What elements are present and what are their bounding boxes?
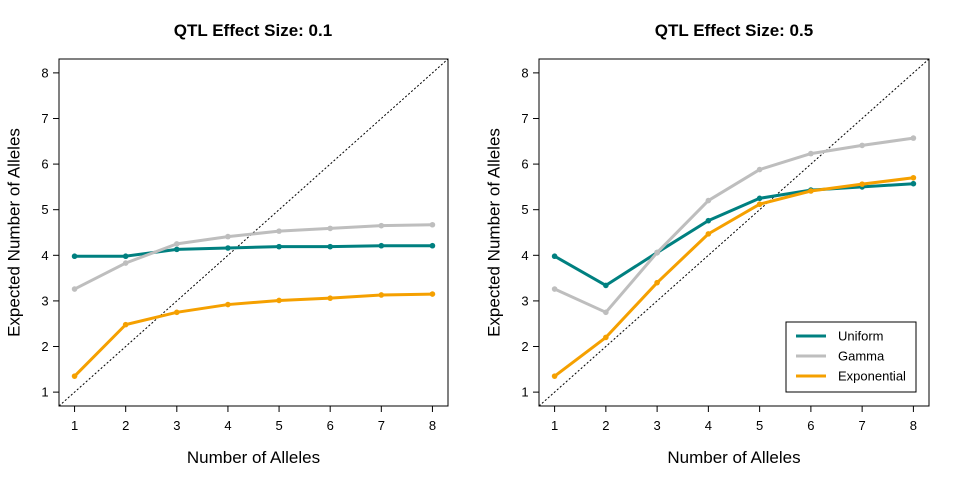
x-tick-label: 8 xyxy=(429,418,436,433)
data-point-uniform xyxy=(705,217,712,224)
x-axis-label: Number of Alleles xyxy=(667,448,800,467)
data-point-exponential xyxy=(654,279,660,286)
y-tick-label: 5 xyxy=(41,202,48,217)
x-tick-label: 2 xyxy=(602,418,609,433)
y-tick-label: 4 xyxy=(41,248,48,263)
y-tick-label: 6 xyxy=(521,157,528,172)
x-tick-label: 6 xyxy=(807,418,814,433)
data-point-uniform xyxy=(910,180,917,187)
data-point-uniform xyxy=(225,245,231,251)
series-line-gamma xyxy=(73,223,433,291)
y-tick-label: 7 xyxy=(521,111,528,126)
y-tick-label: 2 xyxy=(41,339,48,354)
x-axis-label: Number of Alleles xyxy=(187,448,320,467)
data-point-exponential xyxy=(71,373,78,379)
chart-title: QTL Effect Size: 0.1 xyxy=(174,21,332,40)
x-tick-label: 7 xyxy=(378,418,385,433)
y-tick-label: 6 xyxy=(41,157,48,172)
data-point-gamma xyxy=(122,260,129,266)
y-tick-label: 5 xyxy=(521,202,528,217)
x-tick-label: 6 xyxy=(327,418,334,433)
panel-1: QTL Effect Size: 0.1 1 2 3 4 5 6 7 8 1 2 3 4 5 6 7 8 Numb… xyxy=(5,21,449,467)
data-point-gamma xyxy=(225,233,231,240)
legend-label-exponential: Exponential xyxy=(838,369,906,384)
reference-line-y-equals-x xyxy=(539,59,929,406)
series-line-uniform xyxy=(74,244,433,258)
data-point-gamma xyxy=(705,197,712,204)
y-axis-label: Expected Number of Alleles xyxy=(5,128,24,337)
x-tick-label: 5 xyxy=(275,418,282,433)
data-point-exponential xyxy=(122,321,129,328)
y-tick-label: 3 xyxy=(41,293,48,308)
legend-label-gamma: Gamma xyxy=(838,349,885,364)
x-tick-label: 4 xyxy=(705,418,712,433)
y-tick-label: 1 xyxy=(521,385,528,400)
data-point-gamma xyxy=(327,225,333,232)
data-point-gamma xyxy=(910,135,917,141)
series-line-exponential xyxy=(73,292,433,378)
chart-title: QTL Effect Size: 0.5 xyxy=(655,21,813,40)
series-line-gamma xyxy=(553,136,914,314)
x-tick-label: 3 xyxy=(173,418,180,433)
data-point-uniform xyxy=(327,243,333,250)
x-tick-label: 8 xyxy=(910,418,917,433)
series-line-uniform xyxy=(553,182,914,287)
y-axis-label: Expected Number of Alleles xyxy=(485,128,504,337)
data-point-exponential xyxy=(429,291,436,297)
data-point-uniform xyxy=(174,246,180,253)
data-point-exponential xyxy=(756,201,763,208)
data-point-exponential xyxy=(859,181,865,187)
y-tick-label: 4 xyxy=(521,248,528,263)
data-point-uniform xyxy=(551,253,558,260)
series-line-exponential xyxy=(553,176,914,378)
data-point-gamma xyxy=(551,286,558,292)
data-point-gamma xyxy=(276,228,282,234)
data-point-uniform xyxy=(71,253,78,260)
data-point-exponential xyxy=(174,309,180,316)
y-tick-label: 8 xyxy=(521,65,528,80)
panel-2: QTL Effect Size: 0.5 1 2 3 4 5 6 7 8 1 2 3 4 5 6 7 8 Numb… xyxy=(485,21,930,467)
data-point-uniform xyxy=(122,253,129,260)
data-point-gamma xyxy=(429,221,436,228)
data-point-uniform xyxy=(276,243,282,250)
data-point-gamma xyxy=(756,166,763,173)
data-point-gamma xyxy=(378,222,385,229)
data-point-exponential xyxy=(551,373,558,379)
data-point-exponential xyxy=(327,295,333,301)
data-point-uniform xyxy=(756,195,763,202)
y-tick-label: 8 xyxy=(41,65,48,80)
data-point-uniform xyxy=(603,282,609,289)
data-point-gamma xyxy=(174,241,180,247)
y-tick-label: 3 xyxy=(521,293,528,308)
data-point-exponential xyxy=(705,231,712,237)
data-point-exponential xyxy=(603,334,609,341)
data-point-gamma xyxy=(603,309,609,316)
data-point-gamma xyxy=(808,150,814,157)
data-point-exponential xyxy=(276,297,282,304)
legend-label-uniform: Uniform xyxy=(838,329,884,344)
y-tick-label: 2 xyxy=(521,339,528,354)
y-tick-label: 1 xyxy=(41,385,48,400)
data-point-gamma xyxy=(71,286,78,292)
x-tick-label: 7 xyxy=(859,418,866,433)
data-point-uniform xyxy=(378,242,385,249)
x-tick-label: 1 xyxy=(71,418,78,433)
data-point-exponential xyxy=(910,174,917,181)
data-point-gamma xyxy=(654,249,660,256)
x-tick-label: 5 xyxy=(756,418,763,433)
data-point-gamma xyxy=(859,142,865,149)
x-tick-label: 2 xyxy=(122,418,129,433)
plot-frame xyxy=(58,58,449,407)
x-tick-label: 3 xyxy=(653,418,660,433)
data-point-exponential xyxy=(378,292,385,298)
data-point-exponential xyxy=(225,301,231,308)
x-tick-label: 4 xyxy=(224,418,231,433)
data-point-uniform xyxy=(429,242,436,249)
x-tick-label: 1 xyxy=(551,418,558,433)
data-point-exponential xyxy=(808,188,814,194)
plot-frame xyxy=(538,58,930,407)
y-tick-label: 7 xyxy=(41,111,48,126)
